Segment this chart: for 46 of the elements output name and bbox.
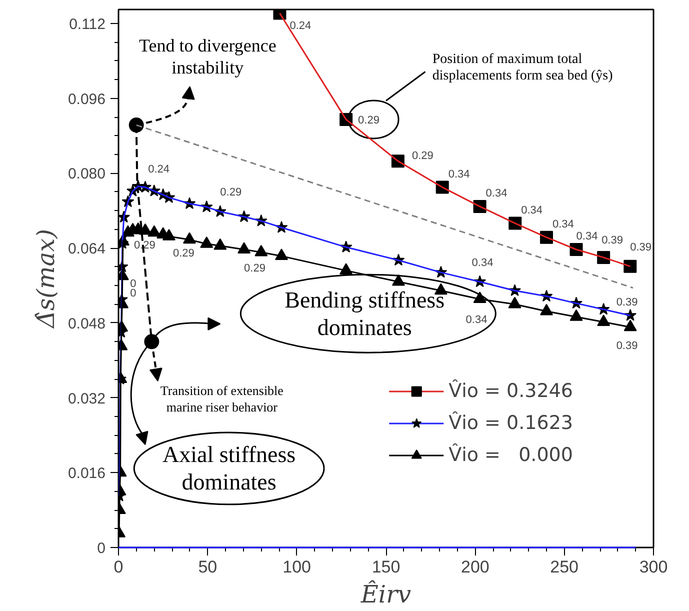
annotation: 0.34 xyxy=(521,204,543,216)
annotation: 0.29 xyxy=(244,262,266,274)
annotation: Position of maximum total displacements form sea bed (ŷs) xyxy=(432,52,614,84)
annotation: 0.39 xyxy=(616,296,638,308)
y-tick-label: 0.112 xyxy=(69,16,106,34)
annotation: Transition of extensible marine riser behavior xyxy=(160,382,284,414)
y-tick-label: 0 xyxy=(97,540,106,557)
annotation: 0.39 xyxy=(630,241,652,254)
x-tick-label: 300 xyxy=(639,558,668,576)
y-tick-label: 0.048 xyxy=(68,315,106,332)
x-tick-label: 100 xyxy=(282,558,312,576)
annotation: 0.34 xyxy=(552,218,574,230)
annotation: 0 xyxy=(130,288,136,300)
x-tick-label: 50 xyxy=(198,558,218,576)
x-tick-label: 0 xyxy=(114,558,124,576)
annotation: Tend to divergence instability xyxy=(138,35,276,78)
x-tick-label: 150 xyxy=(372,558,400,576)
annotation: 0.39 xyxy=(616,340,638,352)
annotation: 0.39 xyxy=(602,234,623,246)
x-tick-label: 200 xyxy=(460,558,490,576)
y-tick-label: 0.064 xyxy=(68,240,106,258)
annotation: 0.24 xyxy=(290,20,312,32)
annotation: 0.34 xyxy=(486,187,508,200)
annotation: 0.29 xyxy=(134,240,156,252)
y-tick-label: 0.032 xyxy=(68,390,106,408)
legend-label: V̂io = 0.3246 xyxy=(448,380,573,402)
y-tick-label: 0.096 xyxy=(68,90,106,108)
annotation: 0.29 xyxy=(358,114,380,126)
legend-label: V̂io = 0.1623 xyxy=(448,412,573,434)
x-axis-title: Êirv xyxy=(360,580,412,608)
annotation: 0.34 xyxy=(466,314,488,326)
annotation: 0.24 xyxy=(148,163,170,176)
annotation: 0.34 xyxy=(472,256,494,269)
legend-label: V̂io = 0.000 xyxy=(448,444,573,466)
annotation: Bending stiffness dominates xyxy=(284,287,445,340)
y-tick-label: 0.016 xyxy=(68,465,106,482)
annotation: 0.29 xyxy=(172,247,194,260)
annotation: Axial stiffness dominates xyxy=(162,442,296,495)
annotation: 0.29 xyxy=(412,150,434,162)
x-tick-label: 250 xyxy=(550,558,579,576)
annotation: 0 xyxy=(130,278,136,290)
annotation: 0.34 xyxy=(576,230,598,242)
annotation: 0.29 xyxy=(220,186,242,199)
annotation: 0.34 xyxy=(448,168,470,180)
y-tick-label: 0.080 xyxy=(68,166,106,183)
y-axis-title: Δ̂s(max) xyxy=(32,229,60,329)
